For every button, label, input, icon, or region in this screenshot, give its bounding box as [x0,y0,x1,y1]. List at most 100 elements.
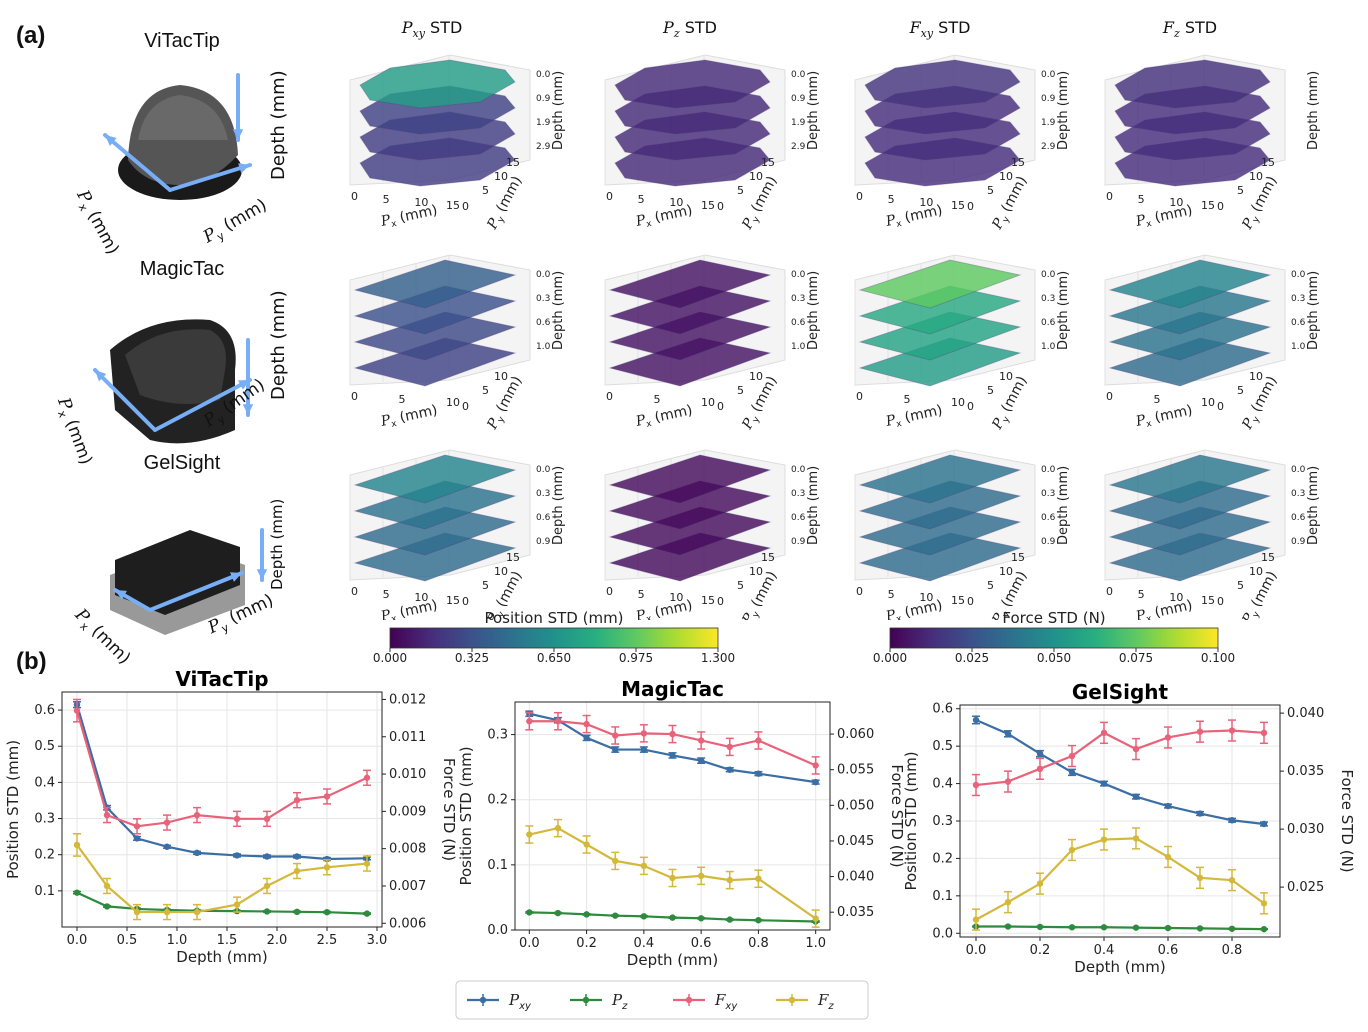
depth-tick-label: 0.9 [536,537,551,547]
depth-tick-label: 1.0 [1041,342,1056,352]
data-point [669,752,676,759]
data-point [812,915,819,922]
x-axis-label: Px (mm) [884,597,945,620]
depth-tick-label: 0.3 [536,294,550,304]
data-point [1260,900,1268,907]
y-tick-label: 5 [737,579,744,592]
data-point [163,843,171,850]
x-axis-label: Px (mm) [884,402,945,432]
data-point [1228,925,1236,932]
y-axis-label: Py (mm) [484,374,527,434]
x-tick-label: 10 [951,396,965,409]
x-tick-label: 0.6 [1158,943,1179,958]
depth-axis-label: Depth (mm) [268,70,289,180]
x-tick-label: 10 [1169,591,1183,604]
data-point [103,882,111,890]
series-fxy [73,698,371,835]
legend-label: Pz [611,991,628,1012]
x-tick-label: 5 [1154,393,1161,406]
data-point [73,841,81,849]
chart-title: MagicTac [621,677,724,701]
colorbar-tick-label: 0.100 [1201,651,1235,665]
data-point [323,864,331,871]
data-point [1036,750,1044,757]
x-tick-label: 15 [701,594,715,607]
x-tick-label: 0 [606,190,613,203]
depth-layer [608,454,772,504]
x-tick-label: 0 [606,585,613,598]
y-tick-label: 0 [462,400,469,413]
depth-axis-label: Depth (mm) [806,71,821,150]
data-point [133,908,141,916]
y-tick-label: 0.3 [487,728,508,743]
colorbars: Position STD (mm) 0.000 0.325 0.650 0.975 1.3… [373,609,1235,665]
series-line [529,911,816,923]
data-point [1100,780,1108,787]
x-tick-label: 0.4 [1094,943,1115,958]
data-point [1036,923,1044,931]
depth-tick-label: 0.9 [1041,94,1056,104]
data-point [1196,810,1204,817]
x-axis-label: Px (mm) [1134,402,1195,432]
depth-axis-label: Depth (mm) [551,271,566,350]
x-tick-label: 0.2 [1030,943,1051,958]
x-tick-label: 0 [1106,390,1113,403]
x-tick-label: 10 [669,591,683,604]
data-point [1068,752,1076,760]
y-tick-label: 0.1 [932,889,953,904]
y2-axis-label: Force STD (N) [440,758,458,861]
y-tick-label: 10 [749,565,763,578]
y2-tick-label: 0.040 [837,870,874,885]
y2-axis-label: Force STD (N) [1338,769,1356,872]
sensor-dome-highlight [138,95,228,140]
y-axis-label: Py (mm) [1239,174,1282,234]
x-axis-label: Px (mm) [884,202,945,232]
data-point [812,762,819,769]
depth-axis-label: Depth (mm) [1306,271,1321,350]
x-tick-label: 15 [446,594,460,607]
depth-tick-label: 0.6 [536,318,551,328]
x-tick-label: 5 [638,193,645,206]
y-tick-label: 10 [999,565,1013,578]
y-tick-label: 5 [987,184,994,197]
x-axis-label: Px (mm) [634,402,695,432]
data-point [972,916,980,923]
x-tick-label: 1.0 [805,936,826,951]
data-point [1068,924,1076,931]
y2-axis-label: Force STD (N) [888,764,906,867]
y-tick-label: 0.1 [487,858,508,873]
legend-label: Pxy [508,991,532,1012]
depth-tick-label: 1.9 [791,118,806,128]
data-point [163,819,171,826]
depth-axis-label: Depth (mm) [1306,71,1321,150]
series-pz [73,889,371,917]
y-tick-label: 5 [1237,184,1244,197]
data-point [103,811,111,819]
px-arrow-head [95,370,107,382]
data-point [972,716,980,724]
y-tick-label: 0.5 [932,739,953,754]
data-point [103,903,111,910]
y-tick-label: 15 [761,551,775,564]
legend-entry: Fxy [673,991,738,1012]
x-tick-label: 10 [446,396,460,409]
legend-entry: Pz [570,991,628,1012]
data-point [1164,853,1172,861]
data-point [363,774,371,781]
legend-marker [582,996,590,1004]
data-point [669,730,676,738]
x-tick-label: 0 [856,390,863,403]
data-point [323,855,331,863]
data-point [1132,924,1140,931]
y-tick-label: 0.2 [932,851,953,866]
data-point [263,853,271,860]
sensor-top [115,530,240,615]
y-tick-label: 0 [1217,400,1224,413]
y-tick-label: 0.3 [932,814,953,829]
depth-tick-label: 2.9 [1041,142,1056,152]
y-tick-label: 5 [482,184,489,197]
x-tick-label: 10 [414,591,428,604]
depth-layer [353,454,517,504]
y-tick-label: 15 [1011,551,1025,564]
